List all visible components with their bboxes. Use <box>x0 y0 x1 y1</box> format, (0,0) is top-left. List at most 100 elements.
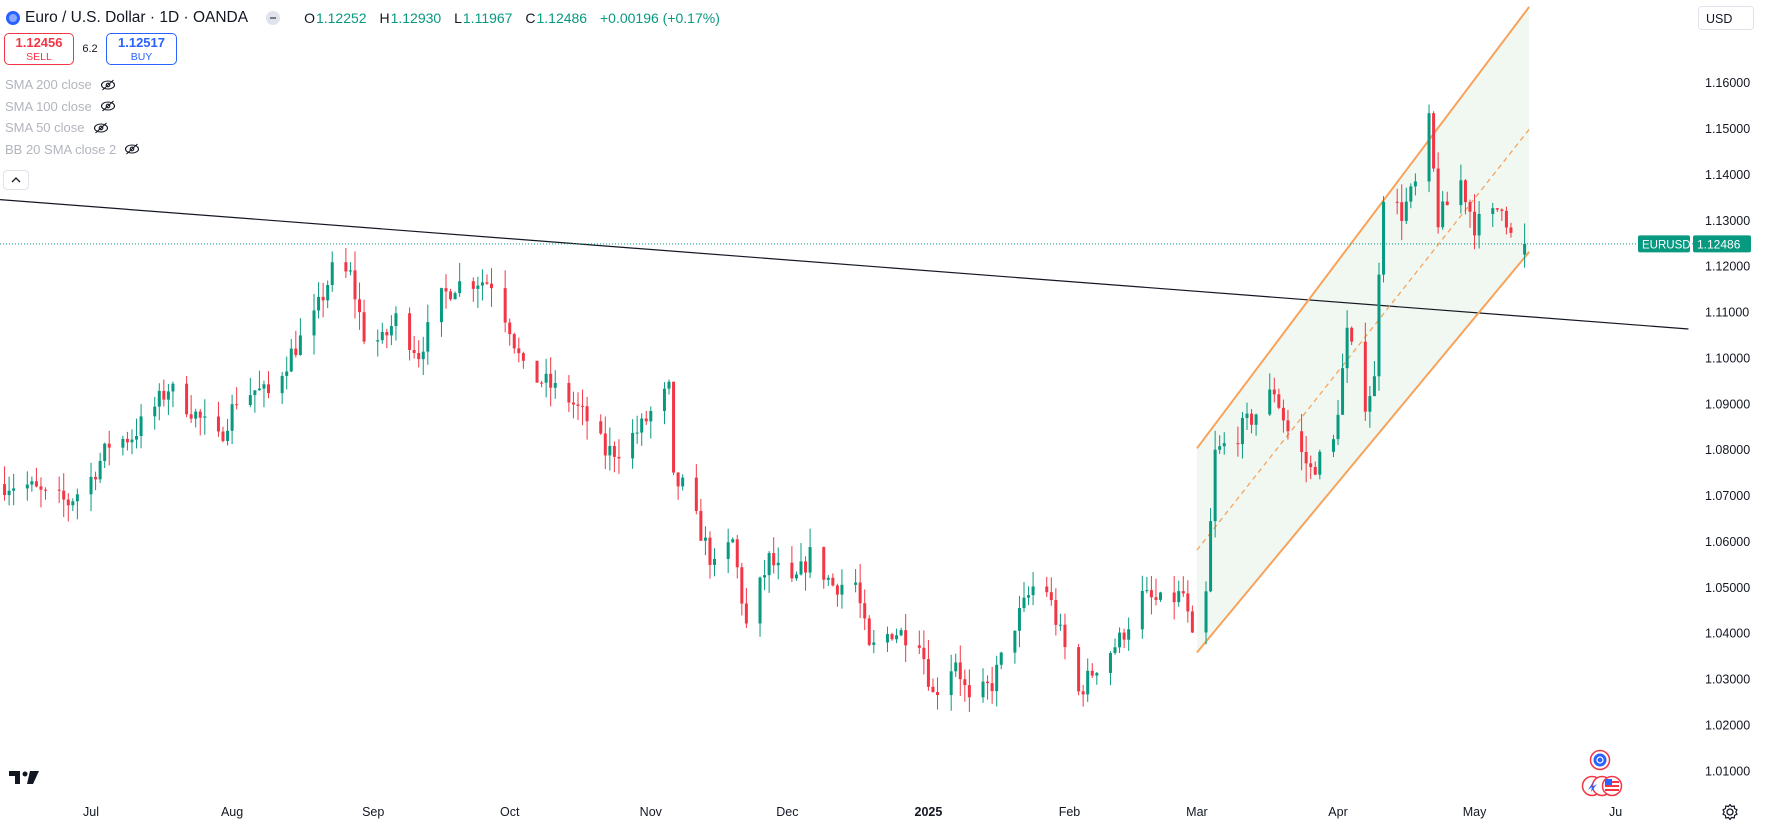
indicator-item[interactable]: SMA 100 close <box>5 96 140 118</box>
candle <box>44 487 48 500</box>
candle-body <box>936 692 940 696</box>
candle-body <box>1463 180 1467 203</box>
candle-body <box>248 395 252 405</box>
candle <box>840 569 844 609</box>
candle <box>1281 399 1285 433</box>
indicator-item[interactable]: SMA 200 close <box>5 74 140 96</box>
candle-body <box>235 404 239 406</box>
collapse-legend-button[interactable] <box>3 170 29 190</box>
candle <box>417 340 421 368</box>
candle <box>936 677 940 710</box>
candle <box>1377 262 1381 391</box>
candle <box>1054 588 1058 636</box>
candle <box>922 630 926 675</box>
candle <box>185 375 189 418</box>
candle <box>1372 361 1376 397</box>
candle <box>312 293 316 355</box>
candle <box>1313 461 1317 476</box>
channel-lower-line <box>1196 251 1530 654</box>
eye-off-icon[interactable] <box>93 122 109 134</box>
candle <box>744 587 748 629</box>
candle-body <box>362 312 366 342</box>
candle <box>267 371 271 399</box>
candle <box>289 339 293 373</box>
currency-button[interactable]: USD <box>1698 6 1754 30</box>
candle <box>776 547 780 580</box>
candle <box>931 678 935 693</box>
eye-off-icon[interactable] <box>100 79 116 91</box>
candle-body <box>799 561 803 575</box>
eye-off-icon[interactable] <box>100 100 116 112</box>
candle-body <box>503 288 507 323</box>
candle <box>958 645 962 696</box>
candle-body <box>130 439 134 443</box>
candle <box>130 429 134 455</box>
candle-body <box>553 382 557 388</box>
candle <box>631 419 635 469</box>
candle <box>1190 605 1194 634</box>
candle-body <box>198 411 202 418</box>
candle-body <box>863 603 867 619</box>
candle-body <box>453 293 457 300</box>
candle-body <box>617 456 621 459</box>
candle <box>1300 413 1304 471</box>
candle <box>216 401 220 437</box>
candle <box>385 328 389 349</box>
candle-body <box>840 584 844 595</box>
candle <box>835 583 839 607</box>
more-options-button[interactable] <box>266 11 281 25</box>
candle <box>1159 591 1163 602</box>
candle-body <box>995 664 999 692</box>
candle <box>221 426 225 443</box>
candle-body <box>1063 624 1067 648</box>
candle <box>790 546 794 583</box>
candle <box>3 466 7 501</box>
candle <box>257 370 261 391</box>
gear-icon[interactable] <box>1721 803 1739 821</box>
indicator-item[interactable]: SMA 50 close <box>5 117 140 139</box>
candle <box>726 528 730 574</box>
candle <box>453 291 457 300</box>
candle <box>1218 435 1222 454</box>
sell-button[interactable]: 1.12456 SELL <box>4 33 74 65</box>
candle <box>1504 206 1508 235</box>
candle <box>125 431 129 451</box>
candle <box>280 371 284 405</box>
candle <box>253 390 257 413</box>
economic-events-icon[interactable] <box>1578 748 1638 800</box>
candle-body <box>890 634 894 640</box>
sell-label: SELL <box>26 51 52 63</box>
eye-off-icon[interactable] <box>124 143 140 155</box>
candle-body <box>353 270 357 300</box>
candle-body <box>585 406 589 422</box>
candle-body <box>744 603 748 624</box>
candle <box>544 358 548 398</box>
candle <box>585 396 589 440</box>
indicator-item[interactable]: BB 20 SMA close 2 <box>5 139 140 161</box>
candle <box>967 669 971 712</box>
candle <box>1049 577 1053 606</box>
x-tick-label: May <box>1463 805 1487 819</box>
candle <box>1095 671 1099 685</box>
candle <box>1236 426 1240 457</box>
candle <box>794 571 798 581</box>
buy-button[interactable]: 1.12517 BUY <box>106 33 177 65</box>
candle <box>1027 586 1031 606</box>
candle-body <box>703 537 707 541</box>
candle <box>98 452 102 484</box>
candle-body <box>667 381 671 389</box>
symbol-badge-label: EURUSD <box>1642 239 1691 251</box>
y-tick-label: 1.16000 <box>1705 76 1750 90</box>
symbol-title[interactable]: Euro / U.S. Dollar · 1D · OANDA <box>25 9 249 26</box>
candle <box>740 562 744 616</box>
candle-body <box>298 335 302 356</box>
y-tick-label: 1.15000 <box>1705 122 1750 136</box>
candle-body <box>257 388 261 391</box>
euro-usd-flag-icon <box>6 11 20 25</box>
candle <box>94 471 98 491</box>
tradingview-logo[interactable] <box>8 769 40 785</box>
low-value: 1.11967 <box>462 10 513 26</box>
candle <box>230 394 234 445</box>
candle <box>540 380 544 388</box>
